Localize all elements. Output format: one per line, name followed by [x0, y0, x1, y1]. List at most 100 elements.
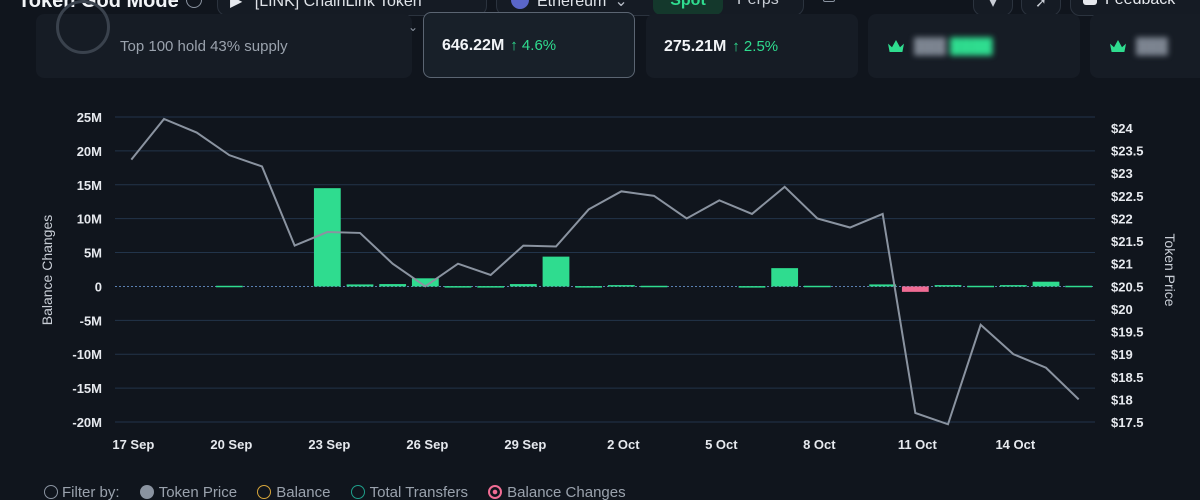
right-tick-label: $23 — [1111, 166, 1133, 181]
stat-card[interactable]: 275.21M ↑ 2.5% — [646, 14, 858, 78]
balance-change-bars — [215, 188, 1093, 292]
token-price-line — [130, 117, 1080, 426]
balance-change-bar — [869, 284, 897, 287]
info-icon — [44, 485, 58, 499]
balance-change-bar — [901, 286, 929, 292]
balance-changes-legend-icon — [488, 485, 503, 499]
right-tick-label: $18.5 — [1111, 370, 1144, 385]
left-axis-title: Balance Changes — [39, 215, 55, 326]
x-tick-label: 26 Sep — [406, 437, 448, 452]
premium-stat-card[interactable]: ███ — [1090, 14, 1200, 78]
balance-change-bar — [346, 284, 374, 287]
stat-change: ↑ 4.6% — [510, 37, 557, 54]
balance-change-bar — [575, 286, 603, 288]
balance-change-bar — [444, 286, 472, 288]
left-tick-label: -15M — [72, 381, 102, 396]
stat-value: 646.22M ↑ 4.6% — [442, 37, 556, 55]
copy-icon[interactable] — [823, 0, 835, 2]
balance-change-bar — [934, 285, 962, 287]
right-tick-label: $22.5 — [1111, 189, 1144, 204]
x-tick-label: 23 Sep — [308, 437, 350, 452]
left-tick-label: -5M — [80, 313, 102, 328]
stat-value: 275.21M ↑ 2.5% — [664, 38, 778, 56]
balance-change-bar — [607, 285, 635, 287]
holders-card[interactable]: ⌄ Top 100 hold 43% supply — [36, 0, 418, 78]
balance-change-bar — [738, 286, 766, 288]
stat-change: ↑ 2.5% — [732, 38, 779, 55]
stat-value-number: 275.21M — [664, 38, 727, 55]
x-tick-label: 11 Oct — [898, 437, 938, 452]
balance-change-bar — [477, 286, 505, 288]
filter-balance[interactable]: Balance — [257, 484, 330, 500]
balance-change-bar — [1032, 281, 1060, 287]
left-tick-label: 15M — [77, 178, 102, 193]
right-tick-label: $17.5 — [1111, 415, 1144, 430]
filter-item-label: Balance Changes — [507, 484, 626, 500]
filter-token-price[interactable]: Token Price — [139, 484, 238, 500]
crown-icon — [888, 40, 904, 52]
balance-change-bar — [640, 285, 668, 288]
x-tick-label: 8 Oct — [803, 437, 836, 452]
balance-change-bar — [1065, 285, 1093, 288]
balance-change-bar — [967, 285, 995, 288]
x-tick-label: 14 Oct — [995, 437, 1035, 452]
balance-change-bar — [379, 284, 407, 287]
crown-icon — [1110, 40, 1126, 52]
premium-stat-card[interactable]: ███ ████ — [868, 14, 1080, 78]
right-tick-label: $19 — [1111, 347, 1133, 362]
balance-change-bar — [542, 256, 570, 287]
feedback-label: Feedback — [1105, 0, 1175, 8]
right-axis-title: Token Price — [1162, 233, 1178, 306]
balance-change-bar — [509, 284, 537, 287]
left-tick-label: 0 — [95, 279, 102, 294]
right-axis-ticks: $24 $23.5 $23 $22.5 $22 $21.5 $21 $20.5 $20 $19.5… — [1111, 121, 1144, 430]
left-tick-label: 20M — [77, 144, 102, 159]
left-tick-label: 5M — [84, 246, 102, 261]
filter-item-label: Token Price — [158, 484, 238, 500]
balance-change-bar — [411, 278, 439, 287]
x-axis-ticks: 17 Sep 20 Sep 23 Sep 26 Sep 29 Sep 2 Oct 5 Oct… — [112, 437, 1035, 452]
left-tick-label: 25M — [77, 110, 102, 125]
filter-total-transfers[interactable]: Total Transfers — [350, 484, 468, 500]
chevron-down-icon: ⌄ — [614, 0, 628, 10]
token-price-legend-icon — [139, 485, 154, 499]
balance-change-bar — [313, 188, 341, 287]
chart-gridlines — [115, 116, 1095, 423]
locked-stat-placeholder: ███ — [1136, 38, 1168, 55]
chevron-down-icon: ⌄ — [408, 20, 419, 34]
filter-label: Filter by: — [62, 484, 120, 500]
info-icon[interactable] — [186, 0, 202, 8]
x-tick-label: 29 Sep — [504, 437, 546, 452]
x-tick-label: 2 Oct — [607, 437, 640, 452]
chat-icon — [1083, 0, 1097, 5]
filter-item-label: Balance — [276, 484, 331, 500]
balance-legend-icon — [257, 485, 272, 499]
tab-spot[interactable]: Spot — [653, 0, 723, 15]
token-selector-label: [LINK] ChainLink Token — [254, 0, 422, 10]
filter-bar: Filter by: Token Price Balance Total Tra… — [44, 484, 630, 500]
balance-change-bar — [803, 285, 831, 288]
x-tick-label: 17 Sep — [112, 437, 154, 452]
tab-perps[interactable]: Perps — [737, 0, 779, 9]
right-tick-label: $18 — [1111, 392, 1133, 407]
left-tick-label: -20M — [72, 415, 102, 430]
play-icon: ▶ — [230, 0, 243, 10]
holders-ring-icon — [56, 0, 110, 54]
pin-icon: ➚ — [1035, 0, 1047, 10]
chain-selector[interactable]: Ethereum ⌄ — [511, 0, 628, 11]
right-tick-label: $20 — [1111, 302, 1133, 317]
top-bar: Token God Mode ▶ [LINK] ChainLink Token … — [0, 0, 1200, 16]
left-axis-ticks: 25M 20M 15M 10M 5M 0 -5M -10M -15M -20M — [72, 110, 102, 430]
balance-change-bar — [215, 285, 243, 288]
supply-concentration-text: Top 100 hold 43% supply — [120, 38, 288, 55]
right-tick-label: $21.5 — [1111, 234, 1144, 249]
left-tick-label: -10M — [72, 347, 102, 362]
locked-stat-placeholder: ███ ████ — [914, 38, 993, 55]
stat-card-selected[interactable]: 646.22M ↑ 4.6% — [423, 12, 635, 78]
chain-label: Ethereum — [537, 0, 607, 10]
filter-item-label: Total Transfers — [369, 484, 468, 500]
filter-balance-changes[interactable]: Balance Changes — [488, 484, 626, 500]
right-tick-label: $19.5 — [1111, 325, 1144, 340]
left-tick-label: 10M — [77, 212, 102, 227]
